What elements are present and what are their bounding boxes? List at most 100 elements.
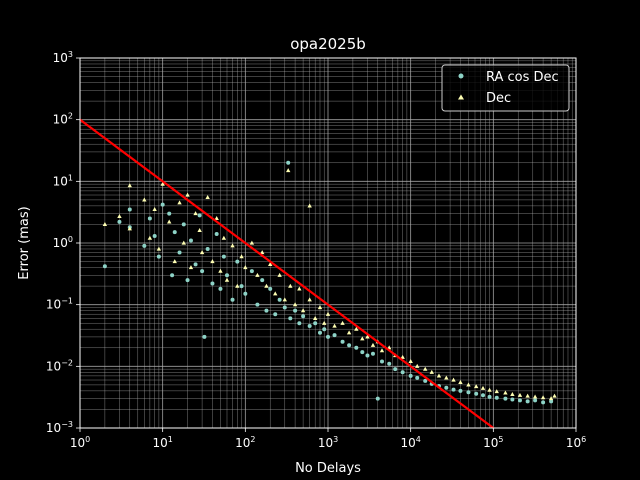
scatter-points [102, 160, 557, 405]
point-ra-cos-dec [239, 284, 244, 289]
point-ra-cos-dec [273, 312, 278, 317]
point-ra-cos-dec [458, 388, 463, 393]
point-ra-cos-dec [152, 233, 157, 238]
x-axis-label: No Delays [295, 461, 361, 476]
x-tick-label: 102 [235, 435, 255, 450]
point-dec [214, 216, 219, 221]
point-ra-cos-dec [210, 281, 215, 286]
point-ra-cos-dec [322, 327, 327, 332]
legend-label-ra: RA cos Dec [486, 70, 559, 85]
point-dec [197, 228, 202, 233]
point-dec [156, 246, 162, 251]
point-dec [317, 305, 323, 310]
point-ra-cos-dec [288, 316, 293, 321]
point-dec [517, 392, 523, 397]
point-ra-cos-dec [218, 286, 223, 291]
point-ra-cos-dec [444, 385, 449, 390]
point-dec [152, 207, 157, 212]
point-dec [525, 393, 530, 398]
point-dec [282, 297, 287, 302]
point-dec [503, 390, 508, 395]
point-ra-cos-dec [533, 398, 538, 403]
point-ra-cos-dec [375, 396, 380, 401]
point-dec [243, 265, 248, 270]
point-ra-cos-dec [230, 297, 235, 302]
point-dec [466, 382, 471, 387]
point-ra-cos-dec [365, 353, 370, 358]
point-dec [322, 320, 327, 325]
point-dec [423, 366, 428, 371]
point-dec [273, 291, 278, 296]
point-ra-cos-dec [170, 273, 175, 278]
point-ra-cos-dec [451, 387, 456, 392]
point-ra-cos-dec [235, 259, 240, 264]
point-dec [458, 379, 463, 384]
point-dec [540, 395, 546, 400]
point-dec [379, 348, 385, 353]
point-dec [532, 394, 538, 399]
x-tick-label: 101 [152, 435, 172, 450]
point-dec [494, 389, 499, 394]
point-ra-cos-dec [301, 314, 306, 319]
point-ra-cos-dec [177, 250, 182, 255]
y-tick-label: 10−2 [46, 358, 73, 373]
y-tick-label: 10−3 [46, 420, 73, 435]
point-dec [218, 268, 223, 273]
reference-line [79, 118, 494, 429]
point-ra-cos-dec [277, 297, 282, 302]
x-tick-label: 103 [318, 435, 338, 450]
point-dec [167, 219, 172, 224]
y-axis-label: Error (mas) [17, 206, 32, 279]
point-dec [408, 359, 413, 364]
point-ra-cos-dec [260, 278, 265, 283]
point-dec [480, 385, 486, 390]
point-ra-cos-dec [193, 262, 198, 267]
point-ra-cos-dec [282, 305, 287, 310]
point-dec [300, 308, 306, 313]
x-tick-label: 105 [483, 435, 503, 450]
point-dec [360, 336, 365, 341]
y-tick-label: 101 [53, 173, 73, 188]
point-dec [354, 326, 359, 331]
point-dec [160, 181, 165, 186]
point-dec [147, 235, 153, 240]
point-ra-cos-dec [415, 375, 420, 380]
point-dec [548, 396, 554, 401]
point-ra-cos-dec [487, 394, 492, 399]
point-dec [415, 363, 420, 368]
point-dec [332, 323, 337, 328]
legend-marker-ra [458, 73, 464, 79]
point-dec [370, 342, 376, 347]
point-dec [127, 183, 132, 188]
point-ra-cos-dec [127, 207, 132, 212]
point-ra-cos-dec [387, 361, 392, 366]
point-dec [312, 315, 318, 320]
point-dec [264, 283, 269, 288]
point-dec [473, 384, 479, 389]
point-ra-cos-dec [400, 370, 405, 375]
point-ra-cos-dec [297, 321, 302, 326]
point-ra-cos-dec [510, 397, 515, 402]
point-ra-cos-dec [202, 334, 207, 339]
point-ra-cos-dec [214, 231, 219, 236]
point-ra-cos-dec [224, 273, 229, 278]
point-ra-cos-dec [474, 391, 479, 396]
point-ra-cos-dec [370, 351, 375, 356]
point-ra-cos-dec [340, 339, 345, 344]
point-ra-cos-dec [307, 324, 312, 329]
point-dec [142, 197, 147, 202]
point-ra-cos-dec [317, 330, 322, 335]
point-dec [235, 283, 240, 288]
point-dec [340, 320, 345, 325]
point-ra-cos-dec [200, 269, 205, 274]
point-ra-cos-dec [466, 390, 471, 395]
point-dec [487, 387, 492, 392]
point-ra-cos-dec [185, 278, 190, 283]
point-ra-cos-dec [142, 243, 147, 248]
ticks: 100 101 102 103 104 105 106 10−3 10−2 10−1 100 101 1… [46, 50, 586, 450]
point-ra-cos-dec [494, 395, 499, 400]
point-dec [297, 286, 302, 291]
point-ra-cos-dec [503, 396, 508, 401]
y-tick-label: 100 [53, 235, 73, 250]
point-ra-cos-dec [313, 321, 318, 326]
